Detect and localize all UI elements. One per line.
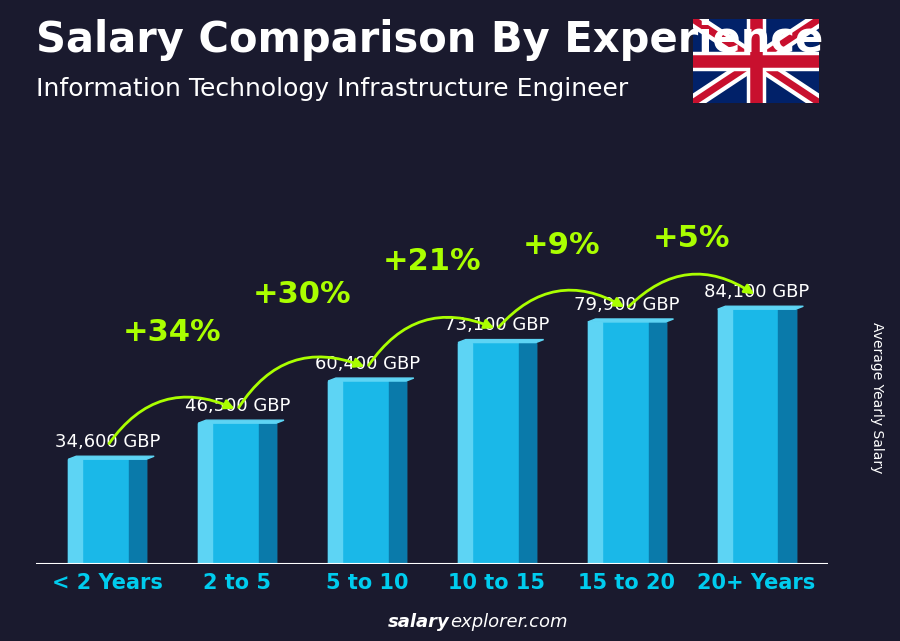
Text: < 2 Years: < 2 Years (52, 573, 163, 594)
Polygon shape (68, 456, 154, 459)
Text: 79,900 GBP: 79,900 GBP (574, 296, 680, 313)
Bar (389, 381, 406, 564)
Polygon shape (588, 319, 673, 322)
Text: +34%: +34% (123, 317, 221, 347)
Text: Information Technology Infrastructure Engineer: Information Technology Infrastructure En… (36, 77, 628, 101)
Polygon shape (717, 306, 804, 309)
Bar (649, 322, 666, 564)
Polygon shape (198, 420, 284, 423)
Bar (778, 309, 796, 564)
Text: Salary Comparison By Experience: Salary Comparison By Experience (36, 19, 824, 62)
Bar (68, 459, 83, 564)
Text: 60,400 GBP: 60,400 GBP (314, 354, 419, 372)
Bar (130, 459, 147, 564)
Text: +5%: +5% (652, 224, 731, 253)
Bar (458, 342, 472, 564)
Text: +30%: +30% (253, 280, 352, 310)
Text: 46,500 GBP: 46,500 GBP (184, 397, 290, 415)
Text: +9%: +9% (523, 231, 600, 260)
Text: 73,100 GBP: 73,100 GBP (445, 316, 550, 334)
Text: 20+ Years: 20+ Years (698, 573, 815, 594)
Polygon shape (328, 378, 414, 381)
Bar (328, 381, 406, 564)
Text: 34,600 GBP: 34,600 GBP (55, 433, 160, 451)
Bar (328, 381, 342, 564)
Bar (68, 459, 147, 564)
Text: 15 to 20: 15 to 20 (579, 573, 675, 594)
Bar (588, 322, 602, 564)
Bar (458, 342, 536, 564)
Bar (518, 342, 536, 564)
Text: explorer.com: explorer.com (450, 613, 568, 631)
Bar (588, 322, 666, 564)
Text: salary: salary (388, 613, 450, 631)
Text: Average Yearly Salary: Average Yearly Salary (870, 322, 885, 473)
Text: 10 to 15: 10 to 15 (448, 573, 545, 594)
Text: 5 to 10: 5 to 10 (326, 573, 409, 594)
Bar (717, 309, 732, 564)
Text: 2 to 5: 2 to 5 (203, 573, 271, 594)
Text: 84,100 GBP: 84,100 GBP (704, 283, 809, 301)
Bar (259, 423, 276, 564)
Polygon shape (458, 340, 544, 342)
Bar (198, 423, 276, 564)
Bar (717, 309, 796, 564)
Text: +21%: +21% (382, 247, 482, 276)
Bar (198, 423, 212, 564)
